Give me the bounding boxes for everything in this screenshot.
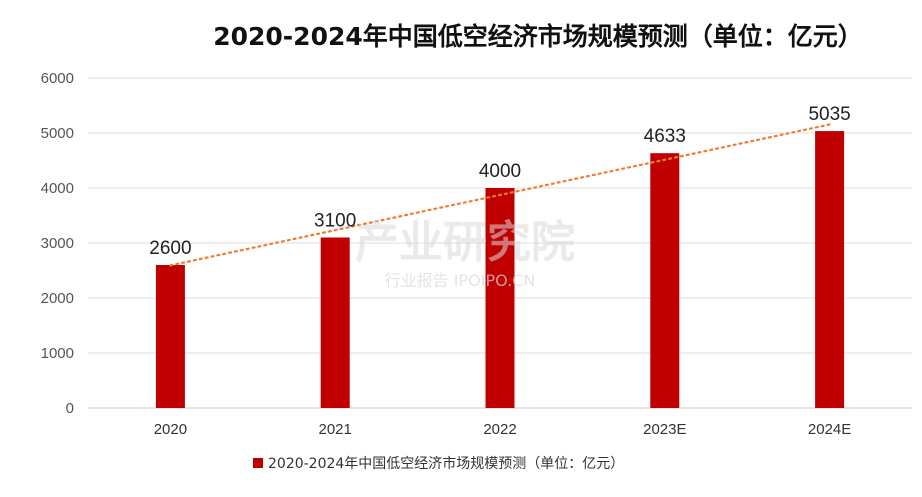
data-label: 4633 [644,126,686,147]
chart-title: 2020-2024年中国低空经济市场规模预测（单位：亿元） [213,22,863,51]
data-label: 2600 [149,238,191,259]
bar [485,188,515,408]
data-label: 4000 [479,161,521,182]
data-label: 5035 [808,104,850,125]
legend-label: 2020-2024年中国低空经济市场规模预测（单位：亿元） [268,455,624,472]
y-tick-label: 1000 [41,345,74,362]
trendline-group [169,123,831,267]
y-tick-label: 6000 [41,70,74,87]
y-axis-ticks: 0 1000 2000 3000 4000 5000 6000 [41,70,74,417]
data-label: 3100 [314,211,356,232]
watermark-url: 行业报告 IPOIPO.CN [385,271,536,290]
bar [320,237,350,408]
bars [155,131,845,408]
y-tick-label: 4000 [41,180,74,197]
data-labels: 2600 3100 4000 4633 5035 [149,104,850,259]
y-tick-label: 2000 [41,290,74,307]
bar [650,153,680,408]
y-tick-label: 0 [66,400,74,417]
watermark-logo: 产业研究院 [355,217,575,268]
x-tick-label: 2024E [808,421,851,438]
y-tick-label: 3000 [41,235,74,252]
x-axis-categories: 2020 2021 2022 2023E 2024E [154,421,852,438]
trendline [169,123,831,267]
legend-swatch [253,458,263,468]
y-tick-label: 5000 [41,125,74,142]
x-tick-label: 2023E [643,421,686,438]
x-tick-label: 2022 [483,421,516,438]
bar [815,131,845,408]
legend: 2020-2024年中国低空经济市场规模预测（单位：亿元） [253,455,624,472]
watermark: 产业研究院 行业报告 IPOIPO.CN [355,217,575,290]
x-tick-label: 2021 [319,421,352,438]
x-tick-label: 2020 [154,421,187,438]
bar [155,265,185,408]
